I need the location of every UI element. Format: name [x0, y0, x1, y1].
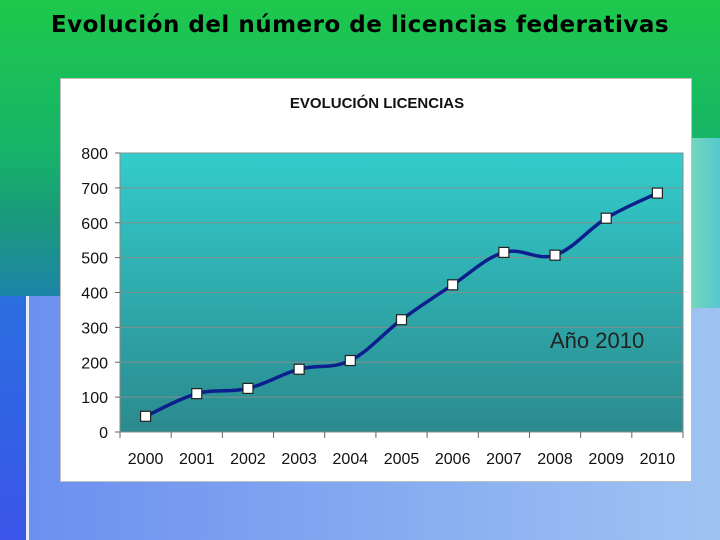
y-tick-label: 200	[81, 355, 108, 372]
y-tick-label: 800	[81, 146, 108, 163]
x-axis-tick-labels: 2000 2001 2002 2003 2004 2005 2006 2007 2008 2009…	[128, 451, 676, 468]
data-point-2007	[498, 246, 510, 258]
data-point-2009	[600, 212, 612, 224]
y-tick-label: 500	[81, 251, 108, 268]
x-tick-label: 2000	[128, 451, 164, 468]
y-tick-label: 400	[81, 286, 108, 303]
y-tick-label: 600	[81, 216, 108, 233]
data-point-2006	[447, 279, 459, 291]
chart-title: EVOLUCIÓN LICENCIAS	[290, 94, 464, 112]
data-point-2005	[395, 314, 408, 326]
data-point-2002	[242, 382, 254, 395]
x-tick-label: 2003	[281, 451, 317, 468]
gridlines	[115, 152, 684, 438]
slide-title: Evolución del número de licencias federa…	[50, 12, 670, 38]
x-tick-label: 2006	[435, 451, 471, 468]
line-chart: EVOLUCIÓN LICENCIAS 0 100 200 300 400 500 600 7…	[81, 94, 684, 468]
x-tick-label: 2001	[179, 451, 215, 468]
background-right-strip	[688, 138, 720, 308]
data-point-2010	[651, 187, 664, 199]
x-tick-label: 2004	[333, 451, 369, 468]
chart-container: EVOLUCIÓN LICENCIAS 0 100 200 300 400 500 600 7…	[60, 78, 692, 482]
x-tick-label: 2009	[588, 451, 624, 468]
year-annotation: Año 2010	[550, 328, 645, 353]
data-markers	[139, 187, 664, 422]
background-left-strip	[0, 296, 28, 540]
x-tick-label: 2005	[384, 451, 420, 468]
x-tick-label: 2010	[640, 451, 676, 468]
data-point-2003	[293, 363, 305, 375]
y-tick-label: 0	[99, 425, 108, 442]
y-tick-label: 700	[81, 181, 108, 198]
y-tick-label: 100	[81, 390, 108, 407]
data-point-2001	[191, 388, 203, 400]
y-axis-tick-labels: 0 100 200 300 400 500 600 700 800	[81, 146, 108, 442]
x-tick-label: 2008	[537, 451, 573, 468]
data-point-2008	[549, 249, 561, 261]
x-tick-label: 2002	[230, 451, 266, 468]
x-tick-label: 2007	[486, 451, 522, 468]
data-point-2000	[139, 410, 152, 422]
data-point-2004	[344, 354, 356, 367]
y-tick-label: 300	[81, 320, 108, 337]
